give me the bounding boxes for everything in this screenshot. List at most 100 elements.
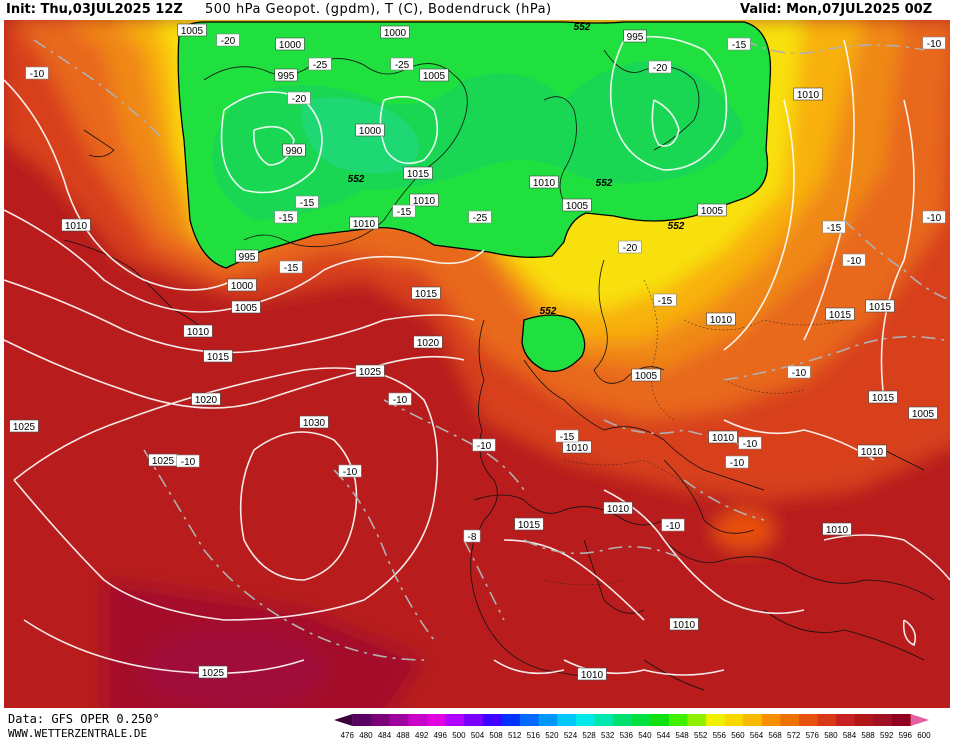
pressure-label: 1015 [825,307,855,321]
pressure-label: 1010 [577,667,607,681]
colorbar-tick: 500 [452,731,466,740]
pressure-label-text: 1030 [303,418,326,429]
pressure-label-text: 1010 [861,447,884,458]
pressure-label-text: 1015 [829,310,852,321]
temperature-label-text: -10 [181,457,196,468]
isobars [4,35,950,676]
pressure-label: 1010 [409,193,439,207]
colorbar-tick: 508 [489,731,503,740]
pressure-label-text: 1015 [869,302,892,313]
pressure-label: 1005 [419,68,449,82]
geopotential-label: 552 [540,306,557,317]
colorbar-swatch [799,714,819,726]
pressure-label: 995 [623,29,647,43]
pressure-label: 1015 [868,390,898,404]
temperature-label: -8 [463,529,481,543]
temperature-label: -10 [842,253,866,267]
temperature-label-text: -10 [792,368,807,379]
pressure-label-text: 1005 [912,409,935,420]
country-borders [543,279,845,586]
pressure-label-text: 1015 [518,520,541,531]
colorbar-tick: 488 [396,731,410,740]
colorbar-tick: 528 [582,731,596,740]
geopotential-label: 552 [596,178,613,189]
temperature-label: -15 [279,260,303,274]
temperature-label-text: -10 [393,395,408,406]
colorbar-tick: 556 [713,731,727,740]
pressure-label-text: 1015 [415,289,438,300]
colorbar-tick: 596 [899,731,913,740]
pressure-label: 1000 [380,25,410,39]
pressure-label-text: 1010 [673,620,696,631]
temperature-label: -15 [274,210,298,224]
colorbar-tick: 564 [750,731,764,740]
colorbar-tick: 512 [508,731,522,740]
colorbar-swatch [836,714,856,726]
colorbar-swatch [594,714,614,726]
geopotential-label-text: 552 [668,221,685,232]
pressure-label-text: 1005 [423,71,446,82]
colorbar-swatch [743,714,763,726]
colorbar-tick: 544 [657,731,671,740]
temperature-label: -15 [822,220,846,234]
colorbar-swatch [631,714,651,726]
temperature-label-text: -25 [395,60,410,71]
pressure-label-text: 1025 [13,422,36,433]
temperature-label: -25 [308,57,332,71]
pressure-label: 1010 [822,522,852,536]
pressure-label-text: 1010 [353,219,376,230]
pressure-label-text: 1010 [566,443,589,454]
temperature-label: -20 [216,33,240,47]
colorbar-tick: 520 [545,731,559,740]
temperature-label-text: -20 [653,63,668,74]
pressure-label: 1005 [177,23,207,37]
valid-time: Valid: Mon,07JUL2025 00Z [740,2,933,17]
website-credit: WWW.WETTERZENTRALE.DE [8,727,148,740]
temperature-label-text: -15 [300,198,315,209]
pressure-label-text: 1015 [407,169,430,180]
temperature-label: -20 [648,60,672,74]
temperature-label: -10 [661,518,685,532]
pressure-label-text: 995 [278,71,295,82]
pressure-label-text: 1000 [279,40,302,51]
colorbar-tick: 584 [843,731,857,740]
pressure-label: 1015 [865,299,895,313]
temperature-label-text: -15 [284,263,299,274]
pressure-label-text: 1025 [152,456,175,467]
pressure-label-text: 1000 [231,281,254,292]
temperature-label: -15 [727,37,751,51]
temperature-label: -10 [922,36,946,50]
init-time: Init: Thu,03JUL2025 12Z [6,2,183,17]
pressure-label: 1000 [355,123,385,137]
chart-footer: Data: GFS OPER 0.250° WWW.WETTERZENTRALE… [0,708,959,741]
temperature-labels: -20 -10 -25 -25 -15 -20 -10 -20 -15 -15 -15 -25 -20 -… [25,33,946,543]
temperature-label: -10 [176,454,200,468]
pressure-label-text: 1010 [533,178,556,189]
pressure-label: 1010 [857,444,887,458]
temperature-label-text: -15 [827,223,842,234]
pressure-label-text: 1010 [581,670,604,681]
colorbar-tick: 580 [824,731,838,740]
colorbar-swatch [427,714,447,726]
temperature-label: -10 [338,464,362,478]
pressure-label-text: 1010 [710,315,733,326]
pressure-label-text: 1010 [712,433,735,444]
pressure-label: 1010 [706,312,736,326]
pressure-label: 1000 [275,37,305,51]
temperature-label-text: -20 [292,94,307,105]
pressure-label-text: 1005 [235,303,258,314]
temperature-label: -10 [738,436,762,450]
colorbar-swatch [575,714,595,726]
colorbar-swatch [464,714,484,726]
temperature-label: -20 [618,240,642,254]
temperature-label: -25 [468,210,492,224]
temperature-label: -20 [287,91,311,105]
chart-header: Init: Thu,03JUL2025 12Z 500 hPa Geopot. … [0,0,959,20]
temperature-label-text: -10 [927,39,942,50]
pressure-label-text: 1010 [826,525,849,536]
colorbar-tick: 552 [694,731,708,740]
temperature-isotherms [33,39,950,661]
geopotential-label: 552 [574,22,591,33]
colorbar-swatch [371,714,391,726]
pressure-label: 1005 [631,368,661,382]
